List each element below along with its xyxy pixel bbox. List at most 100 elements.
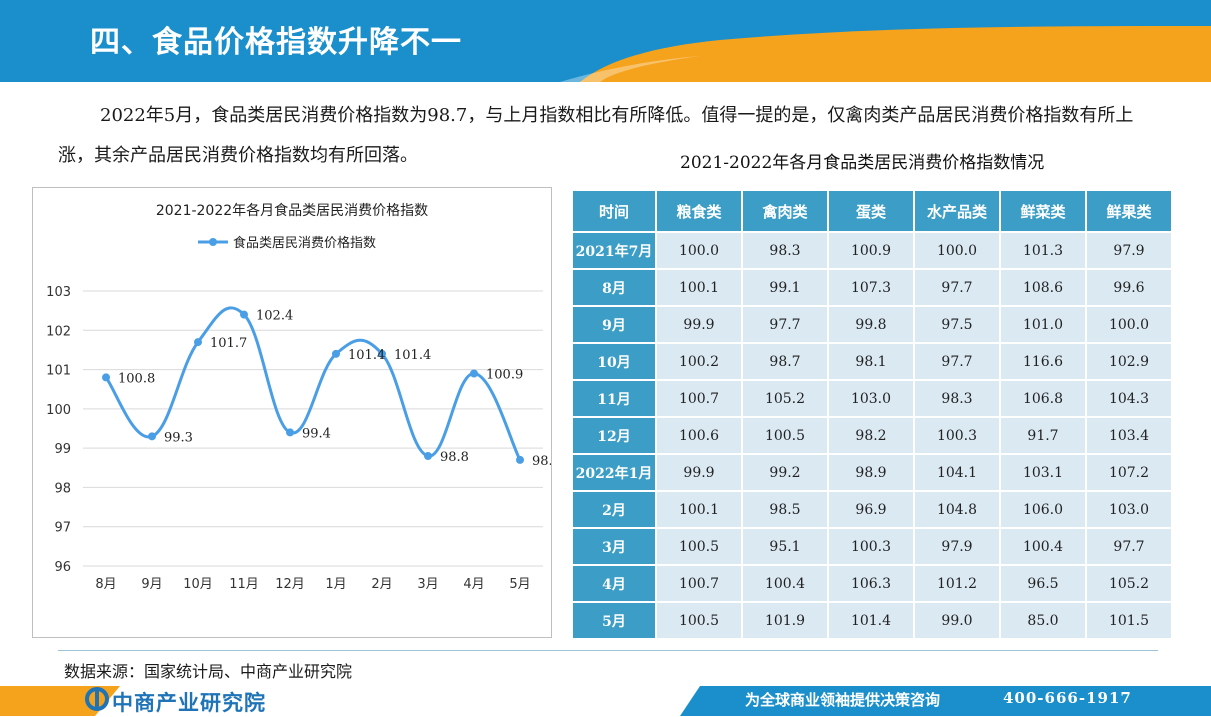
table-cell: 99.6 [1087,270,1173,307]
table-cell: 105.2 [1087,566,1173,603]
table-body: 2021年7月 100.0 98.3 100.9 100.0 101.3 97.9 8月 100… [573,233,1173,640]
data-point [378,349,386,358]
table-cell: 100.4 [743,566,829,603]
data-label: 101.4 [348,348,385,363]
page-title: 四、食品价格指数升降不一 [90,25,462,60]
table-cell: 98.3 [743,233,829,270]
footer-slogan: 为全球商业领袖提供决策咨询 [745,691,941,709]
table-cell: 97.7 [1087,529,1173,566]
table-cell: 99.0 [915,603,1001,640]
table-cell: 104.1 [915,455,1001,492]
row-label: 3月 [573,529,657,566]
table-cell: 100.0 [657,233,743,270]
table-cell: 101.4 [829,603,915,640]
table-row: 2月 100.1 98.5 96.9 104.8 106.0 103.0 [573,492,1173,529]
x-tick-label: 3月 [417,577,438,592]
y-tick-label: 96 [54,560,71,575]
table-cell: 99.1 [743,270,829,307]
data-point [194,338,202,347]
table-cell: 106.0 [1001,492,1087,529]
table-cell: 98.9 [829,455,915,492]
data-label: 99.3 [164,430,193,445]
table-cell: 100.3 [915,418,1001,455]
data-point [286,428,294,437]
x-tick-label: 5月 [509,577,530,592]
table-cell: 100.4 [1001,529,1087,566]
table-cell: 100.0 [915,233,1001,270]
data-point [102,373,110,382]
table-row: 8月 100.1 99.1 107.3 97.7 108.6 99.6 [573,270,1173,307]
x-tick-label: 9月 [141,577,162,592]
y-tick-label: 100 [46,403,71,418]
x-tick-label: 12月 [275,577,305,592]
series-line [104,306,522,461]
y-axis-ticks: 96 97 98 99 100 101 102 103 [46,285,71,575]
x-tick-label: 11月 [229,577,259,592]
table-cell: 103.0 [1087,492,1173,529]
header-banner [0,0,1211,82]
table-row: 11月 100.7 105.2 103.0 98.3 106.8 104.3 [573,381,1173,418]
table-cell: 99.9 [657,307,743,344]
data-labels: 100.8 99.3 101.7 102.4 99.4 101.4 101.4 98.8 100… [118,309,551,469]
table-cell: 100.9 [829,233,915,270]
y-tick-label: 101 [46,364,71,379]
table-cell: 104.3 [1087,381,1173,418]
row-label: 8月 [573,270,657,307]
table-cell: 103.1 [1001,455,1087,492]
data-points [102,310,524,464]
data-point [332,349,340,358]
table-cell: 99.2 [743,455,829,492]
x-axis-ticks: 8月 9月 10月 11月 12月 1月 2月 3月 4月 5月 [95,577,530,592]
table-cell: 101.0 [1001,307,1087,344]
legend-marker [209,238,217,246]
column-header-poultry: 禽肉类 [743,191,829,233]
y-tick-label: 97 [54,521,71,536]
x-tick-label: 4月 [463,577,484,592]
table-cell: 99.9 [657,455,743,492]
banner-graphic [0,0,1211,82]
row-label: 2022年1月 [573,455,657,492]
table-cell: 100.5 [657,603,743,640]
table-cell: 100.3 [829,529,915,566]
column-header-time: 时间 [573,191,657,233]
table-cell: 100.7 [657,381,743,418]
table-cell: 95.1 [743,529,829,566]
table-cell: 98.5 [743,492,829,529]
data-point [424,452,432,460]
data-label: 101.4 [394,348,431,363]
table-row: 3月 100.5 95.1 100.3 97.9 100.4 97.7 [573,529,1173,566]
table-cell: 106.3 [829,566,915,603]
divider-line [58,650,1158,651]
row-label: 2月 [573,492,657,529]
data-label: 102.4 [256,309,293,324]
row-label: 12月 [573,418,657,455]
column-header-aquatic: 水产品类 [915,191,1001,233]
x-tick-label: 8月 [95,577,116,592]
table-cell: 85.0 [1001,603,1087,640]
legend-label: 食品类居民消费价格指数 [233,235,376,251]
column-header-fruits: 鲜果类 [1087,191,1173,233]
table-cell: 108.6 [1001,270,1087,307]
table-cell: 100.5 [743,418,829,455]
table-title: 2021-2022年各月食品类居民消费价格指数情况 [680,153,1045,173]
row-label: 2021年7月 [573,233,657,270]
data-label: 101.7 [210,336,247,351]
table-cell: 101.3 [1001,233,1087,270]
table-cell: 97.9 [1087,233,1173,270]
table-cell: 100.1 [657,492,743,529]
table-row: 2021年7月 100.0 98.3 100.9 100.0 101.3 97.9 [573,233,1173,270]
data-point [240,310,248,319]
table-cell: 100.2 [657,344,743,381]
table-header-row: 时间 粮食类 禽肉类 蛋类 水产品类 鲜菜类 鲜果类 [573,191,1173,233]
table-cell: 97.9 [915,529,1001,566]
data-label: 99.4 [302,426,331,441]
table-cell: 100.5 [657,529,743,566]
table-cell: 99.8 [829,307,915,344]
chart-svg: 2021-2022年各月食品类居民消费价格指数 食品类居民消费价格指数 96 97… [46,202,551,592]
y-tick-label: 102 [46,324,71,339]
row-label: 4月 [573,566,657,603]
data-point [148,432,156,441]
table-cell: 103.0 [829,381,915,418]
line-chart: 2021-2022年各月食品类居民消费价格指数 食品类居民消费价格指数 96 97… [32,187,552,638]
column-header-vegetables: 鲜菜类 [1001,191,1087,233]
